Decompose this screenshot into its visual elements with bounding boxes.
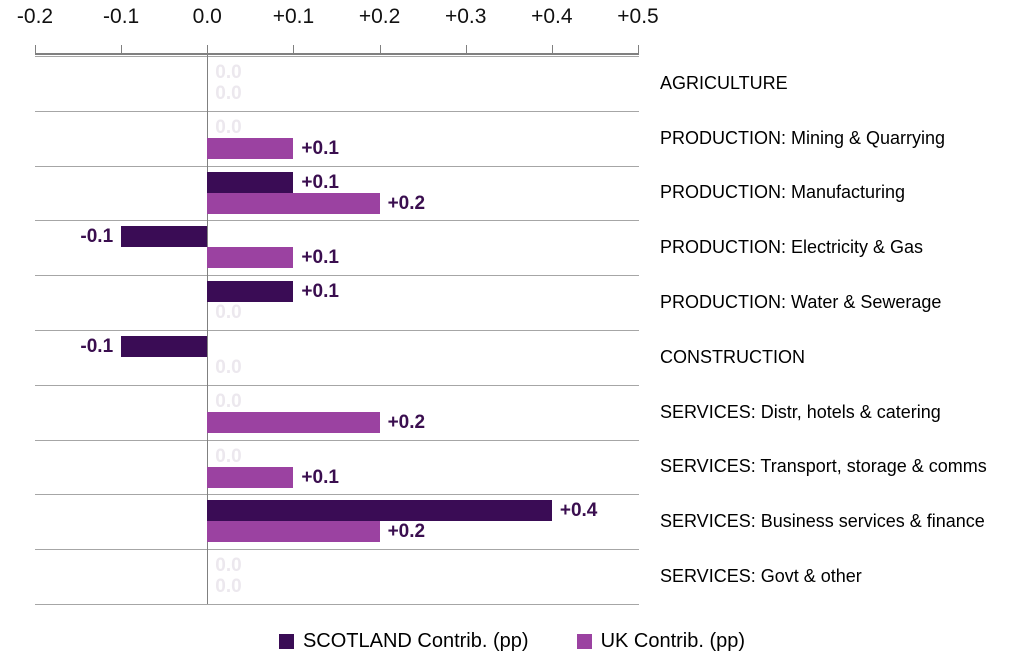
scotland-legend-swatch <box>278 633 294 649</box>
uk-bar <box>207 521 380 543</box>
uk-bar <box>207 192 380 214</box>
uk-bar <box>207 466 294 488</box>
value-label: -0.1 <box>80 336 114 357</box>
x-axis-tick <box>35 45 36 53</box>
x-axis-tick <box>551 45 553 53</box>
gridline <box>35 220 639 222</box>
uk-bar <box>207 411 380 433</box>
zero-value-label: 0.0 <box>215 83 242 104</box>
gridline <box>35 275 639 277</box>
x-axis-tick-label: +0.4 <box>531 5 573 28</box>
x-axis-tick <box>121 45 123 53</box>
scotland-legend-label: SCOTLAND Contrib. (pp) <box>302 629 529 652</box>
scotland-bar <box>207 171 294 193</box>
category-label: PRODUCTION: Water & Sewerage <box>660 292 942 313</box>
x-axis-tick <box>207 45 209 53</box>
zero-value-label: 0.0 <box>215 357 242 378</box>
scotland-bar <box>121 336 208 357</box>
legend-item-uk: UK Contrib. (pp) <box>576 629 746 653</box>
x-axis-tick-label: -0.2 <box>16 5 54 28</box>
zero-value-label: 0.0 <box>215 576 242 598</box>
value-label: +0.4 <box>559 500 598 522</box>
category-label: SERVICES: Transport, storage & comms <box>660 456 987 477</box>
uk-legend-swatch <box>576 633 592 649</box>
uk-bar <box>207 137 294 159</box>
gridline <box>35 384 639 386</box>
x-axis-tick-label: +0.5 <box>617 5 659 28</box>
x-axis-tick-label: +0.1 <box>272 5 315 28</box>
x-axis-tick-label: +0.3 <box>444 5 487 28</box>
category-label: CONSTRUCTION <box>660 346 805 367</box>
uk-bar <box>207 247 294 269</box>
legend-item-scotland: SCOTLAND Contrib. (pp) <box>278 629 529 653</box>
zero-value-label: 0.0 <box>215 116 242 138</box>
value-label: +0.1 <box>301 171 339 193</box>
value-label: +0.2 <box>387 192 426 214</box>
category-label: AGRICULTURE <box>660 72 788 93</box>
zero-value-label: 0.0 <box>215 445 242 467</box>
x-axis-tick-label: 0.0 <box>192 5 222 28</box>
x-axis-tick <box>293 45 295 53</box>
value-label: -0.1 <box>80 226 114 248</box>
value-label: +0.1 <box>301 281 339 303</box>
category-label: SERVICES: Distr, hotels & catering <box>660 401 941 422</box>
category-label: PRODUCTION: Mining & Quarrying <box>660 127 946 148</box>
category-label: PRODUCTION: Manufacturing <box>660 182 906 203</box>
zero-value-label: 0.0 <box>215 555 242 577</box>
zero-value-label: 0.0 <box>215 62 242 83</box>
zero-axis-line <box>207 54 209 604</box>
x-axis-tick <box>638 45 639 53</box>
value-label: +0.1 <box>301 247 339 269</box>
value-label: +0.1 <box>301 137 339 159</box>
gridline <box>35 56 639 57</box>
gridline <box>35 439 639 441</box>
x-axis-tick <box>379 45 381 53</box>
value-label: +0.2 <box>387 521 426 543</box>
gridline <box>35 110 639 112</box>
scotland-bar <box>207 281 294 303</box>
zero-value-label: 0.0 <box>215 390 242 412</box>
gridline <box>35 494 639 496</box>
x-axis-tick-label: +0.2 <box>358 5 401 28</box>
scotland-bar <box>121 226 208 248</box>
x-axis-tick <box>465 45 467 53</box>
value-label: +0.1 <box>301 466 339 488</box>
category-label: SERVICES: Business services & finance <box>660 511 985 532</box>
gridline <box>35 165 639 167</box>
x-axis-line <box>35 53 639 55</box>
gridline <box>35 549 639 551</box>
uk-legend-label: UK Contrib. (pp) <box>600 629 746 652</box>
gridline <box>35 330 639 331</box>
zero-value-label: 0.0 <box>215 302 242 324</box>
value-label: +0.2 <box>387 411 426 433</box>
category-label: SERVICES: Govt & other <box>660 566 862 587</box>
gridline <box>35 604 639 605</box>
chart-legend: SCOTLAND Contrib. (pp) UK Contrib. (pp) <box>0 624 1024 658</box>
category-label: PRODUCTION: Electricity & Gas <box>660 237 924 258</box>
scotland-bar <box>207 500 552 522</box>
x-axis-tick-label: -0.1 <box>103 5 140 28</box>
